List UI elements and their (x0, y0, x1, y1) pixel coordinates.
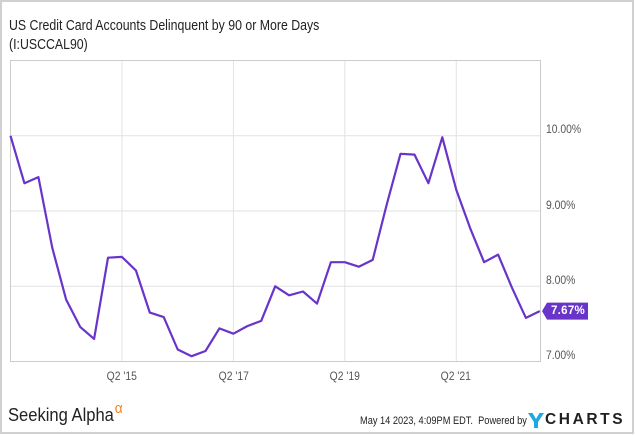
y-tick-label: 8.00% (546, 275, 576, 287)
footer-attribution: May 14 2023, 4:09PM EDT. Powered by (360, 414, 527, 428)
alpha-icon: α (114, 400, 123, 417)
chart-title: US Credit Card Accounts Delinquent by 90… (9, 18, 320, 34)
last-value-label: 7.67% (550, 304, 586, 317)
brand-name: Seeking Alpha (8, 405, 114, 425)
seeking-alpha-logo[interactable]: Seeking Alphaα (8, 400, 123, 427)
x-tick-label: Q2 '19 (329, 371, 360, 383)
timestamp: May 14 2023, 4:09PM EDT. (360, 415, 473, 427)
y-tick-label: 7.00% (546, 350, 576, 362)
y-tick-label: 10.00% (546, 124, 582, 136)
x-tick-label: Q2 '15 (106, 371, 138, 383)
x-tick-label: Q2 '17 (218, 371, 249, 383)
last-value-badge (542, 302, 588, 320)
chart-ticker: (I:USCCAL90) (9, 37, 88, 53)
ycharts-logo-text[interactable]: CHARTS (545, 411, 626, 428)
y-tick-label: 9.00% (546, 200, 576, 212)
powered-by: Powered by (478, 415, 527, 427)
gridlines (10, 60, 541, 362)
x-tick-label: Q2 '21 (441, 371, 472, 383)
series-line[interactable] (9, 135, 541, 358)
plot-area (10, 60, 541, 362)
ycharts-y-icon[interactable] (528, 413, 544, 428)
